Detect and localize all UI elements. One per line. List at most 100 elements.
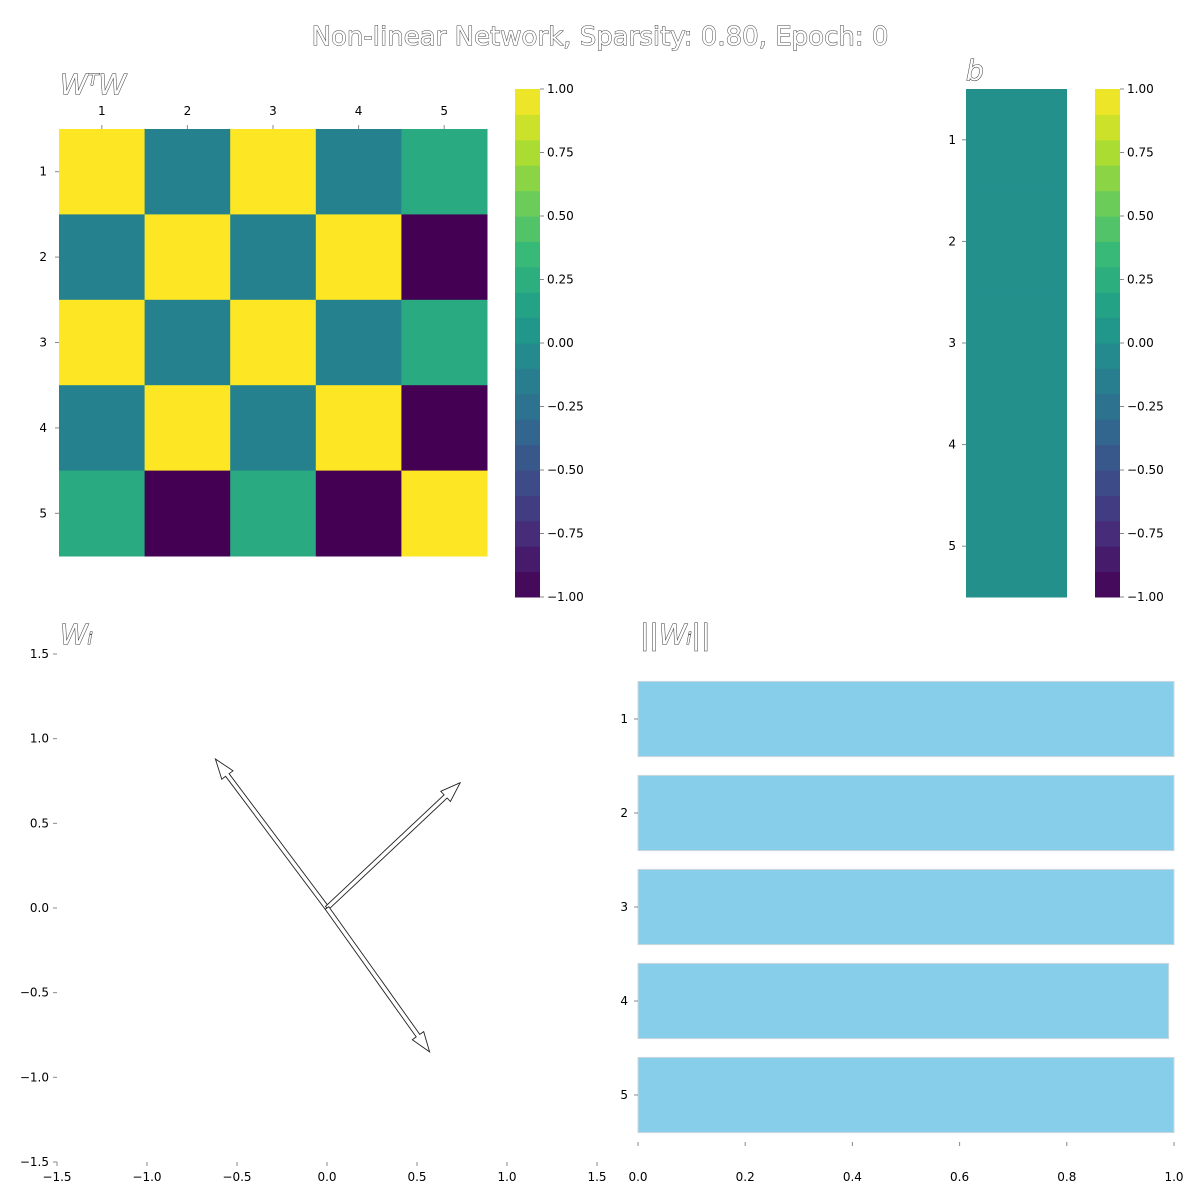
y-tick-label: 5 <box>948 539 956 553</box>
colorbar-segment <box>1095 190 1120 217</box>
heatmap-cell <box>144 129 231 215</box>
colorbar-segment <box>515 470 540 496</box>
weight-vector-arrow <box>324 906 431 1054</box>
x-tick-label: 0.6 <box>950 1170 969 1184</box>
heatmap-cell <box>59 299 146 386</box>
colorbar-segment <box>1095 571 1120 598</box>
colorbar-segment <box>1095 368 1120 395</box>
weight-vector-arrow <box>324 781 462 911</box>
y-tick-label: 5 <box>39 506 47 520</box>
y-tick-label: 0.5 <box>30 816 49 830</box>
colorbar-segment <box>1095 89 1120 115</box>
colorbar-segment <box>515 546 540 573</box>
x-tick-label: −1.5 <box>42 1170 71 1184</box>
y-tick-label: 3 <box>948 336 956 350</box>
colorbar-segment <box>1095 419 1120 446</box>
heatmap-cell <box>230 385 317 472</box>
colorbar-segment <box>1095 241 1120 268</box>
heatmap-cell <box>59 214 146 301</box>
colorbar-tick-label: 0.75 <box>547 146 574 160</box>
x-tick-label: −1.0 <box>132 1170 161 1184</box>
colorbar-tick-label: 0.00 <box>547 336 574 350</box>
colorbar-tick-label: 0.50 <box>547 209 574 223</box>
y-tick-label: 1 <box>620 712 628 726</box>
colorbar-segment <box>1095 317 1120 344</box>
colorbar-segment <box>515 368 540 395</box>
y-tick-label: −1.5 <box>20 1155 49 1169</box>
colorbar-tick-label: 1.00 <box>1127 82 1154 96</box>
x-tick-label: 4 <box>355 104 363 118</box>
y-tick-label: 3 <box>620 900 628 914</box>
heatmap-cell <box>230 299 317 386</box>
colorbar-segment <box>515 165 540 192</box>
y-tick-label: 2 <box>39 250 47 264</box>
heatmap-cell <box>401 214 488 301</box>
heatmap-cell <box>315 385 402 472</box>
heatmap-cell <box>401 385 488 472</box>
heatmap-cell <box>315 214 402 301</box>
colorbar-segment <box>515 393 540 420</box>
norm-bar <box>637 962 1170 1040</box>
norms-title: ||Wᵢ|| <box>640 618 710 651</box>
norm-bar <box>637 1056 1175 1134</box>
colorbar-segment <box>1095 444 1120 471</box>
b-heatmap-panel: b 1 2 3 4 5 <box>948 54 1067 598</box>
colorbar-tick-label: 0.25 <box>547 273 574 287</box>
y-tick-label: 2 <box>948 234 956 248</box>
wtw-heatmap-panel: WᵀW 1 2 3 4 5 1 2 3 4 5 <box>39 68 488 557</box>
y-tick-label: 4 <box>39 421 47 435</box>
colorbar-segment <box>515 495 540 522</box>
x-tick-label: 3 <box>269 104 277 118</box>
x-tick-label: 0.4 <box>843 1170 862 1184</box>
x-tick-label: 1.0 <box>1164 1170 1183 1184</box>
heatmap-cell <box>401 470 488 557</box>
y-tick-label: −0.5 <box>20 986 49 1000</box>
x-tick-label: 0.0 <box>317 1170 336 1184</box>
colorbar-tick-label: −1.00 <box>547 590 584 604</box>
colorbar-segment <box>1095 520 1120 547</box>
colorbar-segment <box>1095 216 1120 242</box>
colorbar-tick-label: −0.75 <box>547 527 584 541</box>
colorbar-tick-label: −0.50 <box>547 463 584 477</box>
heatmap-cell <box>315 470 402 557</box>
y-tick-label: 4 <box>948 438 956 452</box>
x-tick-label: 0.5 <box>407 1170 426 1184</box>
colorbar-tick-label: 0.75 <box>1127 146 1154 160</box>
wtw-title: WᵀW <box>60 68 127 101</box>
weight-norms-panel: ||Wᵢ|| 1 2 3 4 5 0.0 0.2 0.4 0.6 0.8 1.0 <box>620 618 1183 1185</box>
colorbar-segment <box>515 444 540 471</box>
heatmap-cell <box>59 129 146 215</box>
quiver-title: Wᵢ <box>60 618 93 651</box>
colorbar-tick-label: −0.50 <box>1127 463 1164 477</box>
y-tick-label: −1.0 <box>20 1070 49 1084</box>
x-tick-label: −0.5 <box>222 1170 251 1184</box>
y-tick-label: 4 <box>620 994 628 1008</box>
heatmap-cell <box>401 299 488 386</box>
heatmap-cell <box>966 292 1067 395</box>
colorbar-segment <box>515 520 540 547</box>
colorbar-segment <box>515 139 540 166</box>
x-tick-label: 5 <box>440 104 448 118</box>
colorbar-tick-label: 0.50 <box>1127 209 1154 223</box>
colorbar-segment <box>515 89 540 115</box>
y-tick-label: 1 <box>948 133 956 147</box>
heatmap-cell <box>966 89 1067 192</box>
colorbar-segment <box>1095 266 1120 293</box>
colorbar-segment <box>515 190 540 217</box>
colorbar-tick-label: −0.75 <box>1127 527 1164 541</box>
colorbar-segment <box>515 571 540 598</box>
figure-title: Non-linear Network, Sparsity: 0.80, Epoc… <box>312 22 889 52</box>
y-tick-label: 1 <box>39 165 47 179</box>
colorbar-segment <box>515 114 540 141</box>
colorbar-segment <box>1095 343 1120 369</box>
y-tick-label: 1.0 <box>30 732 49 746</box>
heatmap-cell <box>966 393 1067 496</box>
b-title: b <box>966 54 984 87</box>
heatmap-cell <box>144 470 231 557</box>
colorbar-tick-label: 0.00 <box>1127 336 1154 350</box>
colorbar-segment <box>515 292 540 319</box>
colorbar-tick-label: −1.00 <box>1127 590 1164 604</box>
heatmap-cell <box>315 299 402 386</box>
colorbar-tick-label: 0.25 <box>1127 273 1154 287</box>
